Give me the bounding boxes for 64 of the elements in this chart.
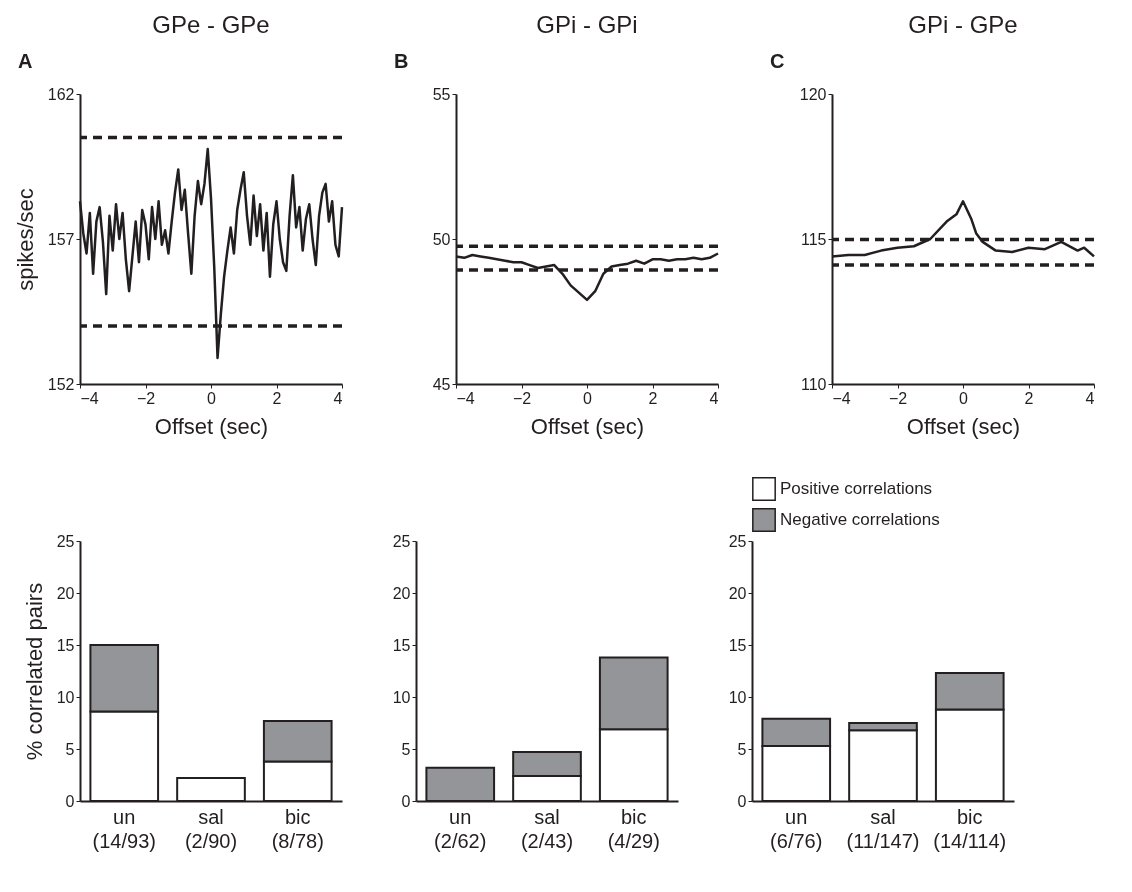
y-tick-label: 152 (47, 375, 75, 393)
y-tick-label: 50 (432, 230, 451, 248)
x-tick-label: 0 (959, 389, 969, 407)
y-tick-label: 10 (392, 688, 411, 706)
x-axis-title: Offset (sec) (154, 413, 269, 439)
x-tick-label: un (2/62) (434, 805, 487, 852)
x-tick-label: −2 (888, 389, 908, 407)
legend-label: Positive correlations (780, 479, 933, 498)
x-tick-label: bic (14/114) (933, 805, 1007, 852)
y-tick-label: 5 (737, 740, 747, 758)
x-tick-label: −2 (512, 389, 532, 407)
y-axis-title: spikes/sec (12, 188, 38, 291)
y-tick-label: 162 (47, 85, 75, 103)
y-tick-label: 10 (728, 688, 747, 706)
x-tick-label: 2 (272, 389, 282, 407)
y-tick-label: 25 (728, 532, 747, 550)
y-tick-label: 115 (800, 230, 827, 248)
y-tick-label: 0 (65, 792, 75, 810)
x-tick-label: −4 (80, 389, 99, 407)
y-tick-label: 5 (65, 740, 75, 758)
y-tick-label: 20 (56, 584, 75, 602)
y-tick-label: 15 (728, 636, 747, 654)
y-tick-label: 157 (47, 230, 75, 248)
y-tick-label: 120 (799, 85, 827, 103)
text: A (18, 50, 33, 72)
y-tick-label: 15 (56, 636, 75, 654)
x-tick-label: 4 (1085, 389, 1095, 407)
x-tick-label: −4 (456, 389, 475, 407)
y-tick-label: 15 (392, 636, 411, 654)
x-tick-label: sal (11/147) (846, 805, 920, 852)
chart-title: GPi - GPi (536, 11, 638, 38)
x-tick-label: 0 (583, 389, 593, 407)
x-tick-label: 4 (333, 389, 343, 407)
x-tick-label: 4 (709, 389, 719, 407)
x-tick-label: un (6/76) (770, 805, 823, 852)
y-tick-label: 25 (56, 532, 75, 550)
y-tick-label: 45 (432, 375, 451, 393)
x-tick-label: bic (8/78) (271, 805, 324, 852)
y-tick-label: 5 (401, 740, 411, 758)
y-tick-label: 20 (728, 584, 747, 602)
x-tick-label: 2 (1024, 389, 1034, 407)
x-tick-label: 0 (207, 389, 217, 407)
y-tick-label: 25 (392, 532, 411, 550)
y-tick-label: 0 (737, 792, 747, 810)
y-tick-label: 10 (56, 688, 75, 706)
y-tick-label: 110 (800, 375, 827, 393)
legend-label: Negative correlations (780, 510, 940, 529)
x-tick-label: −4 (832, 389, 851, 407)
x-tick-label: sal (2/43) (520, 805, 574, 852)
y-tick-label: 0 (401, 792, 411, 810)
x-tick-label: 2 (648, 389, 658, 407)
x-tick-label: −2 (136, 389, 156, 407)
text: B (394, 50, 409, 72)
chart-title: GPe - GPe (152, 11, 270, 38)
text: C (770, 50, 785, 72)
x-tick-label: bic (4/29) (607, 805, 660, 852)
y-axis-title: % correlated pairs (21, 582, 47, 761)
x-tick-label: un (14/93) (92, 805, 156, 852)
chart-title: GPi - GPe (908, 11, 1018, 38)
x-axis-title: Offset (sec) (906, 413, 1021, 439)
x-tick-label: sal (2/90) (184, 805, 238, 852)
y-tick-label: 20 (392, 584, 411, 602)
y-tick-label: 55 (432, 85, 451, 103)
x-axis-title: Offset (sec) (530, 413, 645, 439)
